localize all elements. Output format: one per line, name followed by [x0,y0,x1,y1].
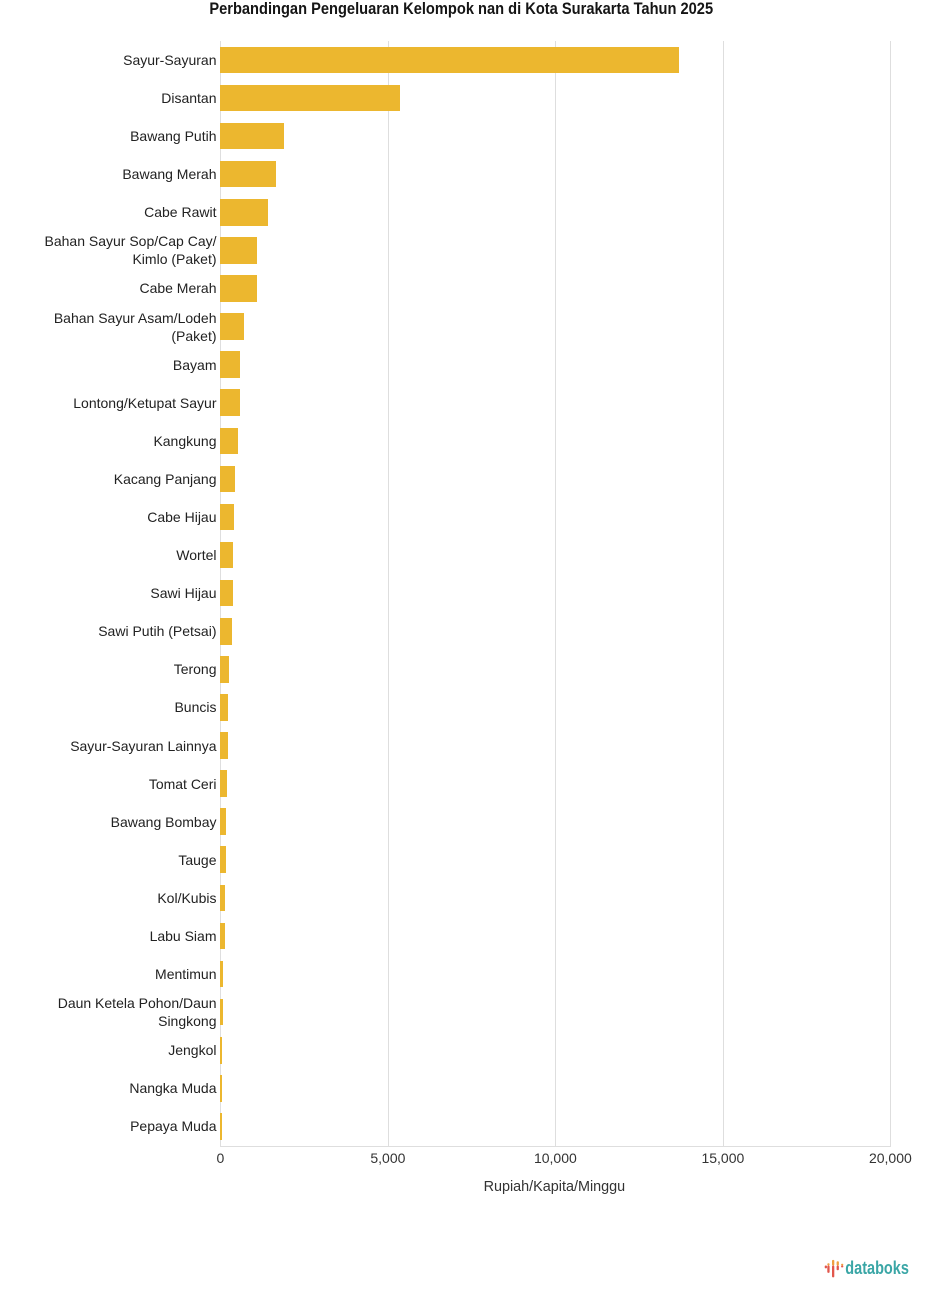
svg-text:databoks: databoks [845,1258,909,1278]
